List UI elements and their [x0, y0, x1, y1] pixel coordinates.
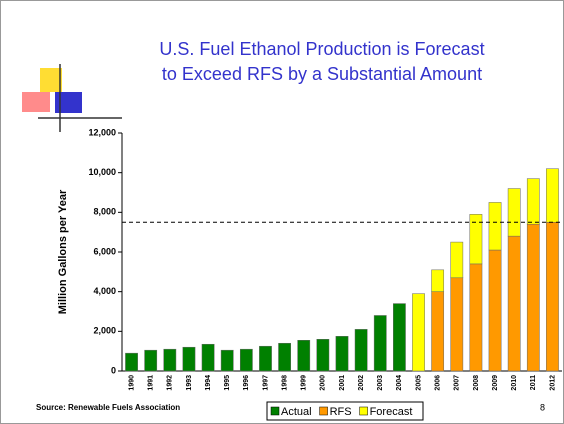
deco-red [22, 92, 50, 112]
bar [354, 329, 368, 372]
bar [507, 235, 521, 372]
bar [316, 339, 330, 372]
x-tick-label: 2006 [434, 375, 441, 391]
bar [546, 222, 559, 372]
x-tick-label: 2005 [415, 375, 422, 391]
y-tick-label: 0 [111, 365, 116, 375]
y-tick-label: 8,000 [93, 207, 116, 217]
x-tick-label: 1997 [262, 375, 269, 391]
bar [239, 348, 253, 372]
bar [469, 214, 483, 265]
legend-box [266, 401, 424, 421]
x-tick-label: 2000 [320, 375, 327, 391]
bar [278, 342, 291, 372]
x-tick-label: 1994 [205, 375, 212, 391]
y-axis-label: Million Gallons per Year [57, 189, 69, 314]
bar [450, 241, 464, 279]
x-tick-label: 2004 [396, 375, 403, 391]
legend-swatch [359, 406, 368, 416]
bar [412, 293, 425, 372]
bar [335, 336, 349, 372]
x-tick-label: 2009 [492, 375, 499, 391]
bar [507, 188, 521, 237]
y-tick-label: 10,000 [88, 167, 116, 177]
bar [469, 263, 483, 372]
bar [201, 343, 215, 372]
x-tick-label: 2011 [530, 375, 537, 390]
bar [546, 168, 559, 223]
bar [526, 178, 540, 225]
legend-label: Actual [281, 406, 312, 418]
x-tick-label: 1991 [148, 375, 155, 391]
deco-blue [55, 92, 82, 113]
legend: Actual RFS Forecast [266, 401, 424, 421]
page-number: 8 [540, 402, 545, 412]
x-tick-label: 2010 [511, 375, 518, 391]
x-tick-label: 2002 [358, 375, 365, 391]
x-tick-label: 2012 [549, 375, 556, 391]
bar [431, 291, 445, 372]
bar [163, 348, 177, 372]
bar [297, 340, 311, 372]
bar [393, 303, 406, 372]
x-tick-label: 1995 [224, 375, 231, 391]
source: Source: Renewable Fuels Association [36, 403, 180, 412]
bar [220, 349, 234, 372]
x-tick-label: 1993 [186, 375, 193, 391]
y-tick-label: 2,000 [93, 326, 116, 336]
title-line: U.S. Fuel Ethanol Production is Forecast [159, 39, 484, 59]
legend-swatch [270, 406, 280, 416]
x-tick-label: 2001 [339, 375, 346, 391]
bar [144, 349, 158, 372]
x-tick-label: 1998 [281, 375, 288, 391]
bar [182, 346, 196, 372]
deco-yellow [40, 68, 62, 92]
x-tick-label: 2003 [377, 375, 384, 391]
bar [125, 352, 138, 372]
legend-label: Forecast [370, 406, 413, 418]
legend-swatch [319, 406, 328, 416]
bar [431, 269, 445, 292]
y-tick-label: 12,000 [88, 127, 116, 137]
bar [526, 223, 540, 372]
y-tick-label: 4,000 [93, 286, 116, 296]
bar [373, 315, 387, 372]
x-tick-label: 1992 [167, 375, 174, 391]
title-line: to Exceed RFS by a Substantial Amount [162, 64, 482, 84]
bar [450, 277, 464, 372]
bar [259, 345, 272, 372]
x-tick-label: 1999 [301, 375, 308, 391]
bar [488, 202, 502, 251]
x-tick-label: 1990 [128, 375, 135, 391]
x-tick-label: 1996 [243, 375, 250, 391]
x-tick-label: 2008 [473, 375, 480, 391]
legend-label: RFS [330, 406, 352, 418]
bar [488, 249, 502, 372]
x-tick-label: 2007 [454, 375, 461, 391]
y-tick-label: 6,000 [93, 246, 116, 256]
